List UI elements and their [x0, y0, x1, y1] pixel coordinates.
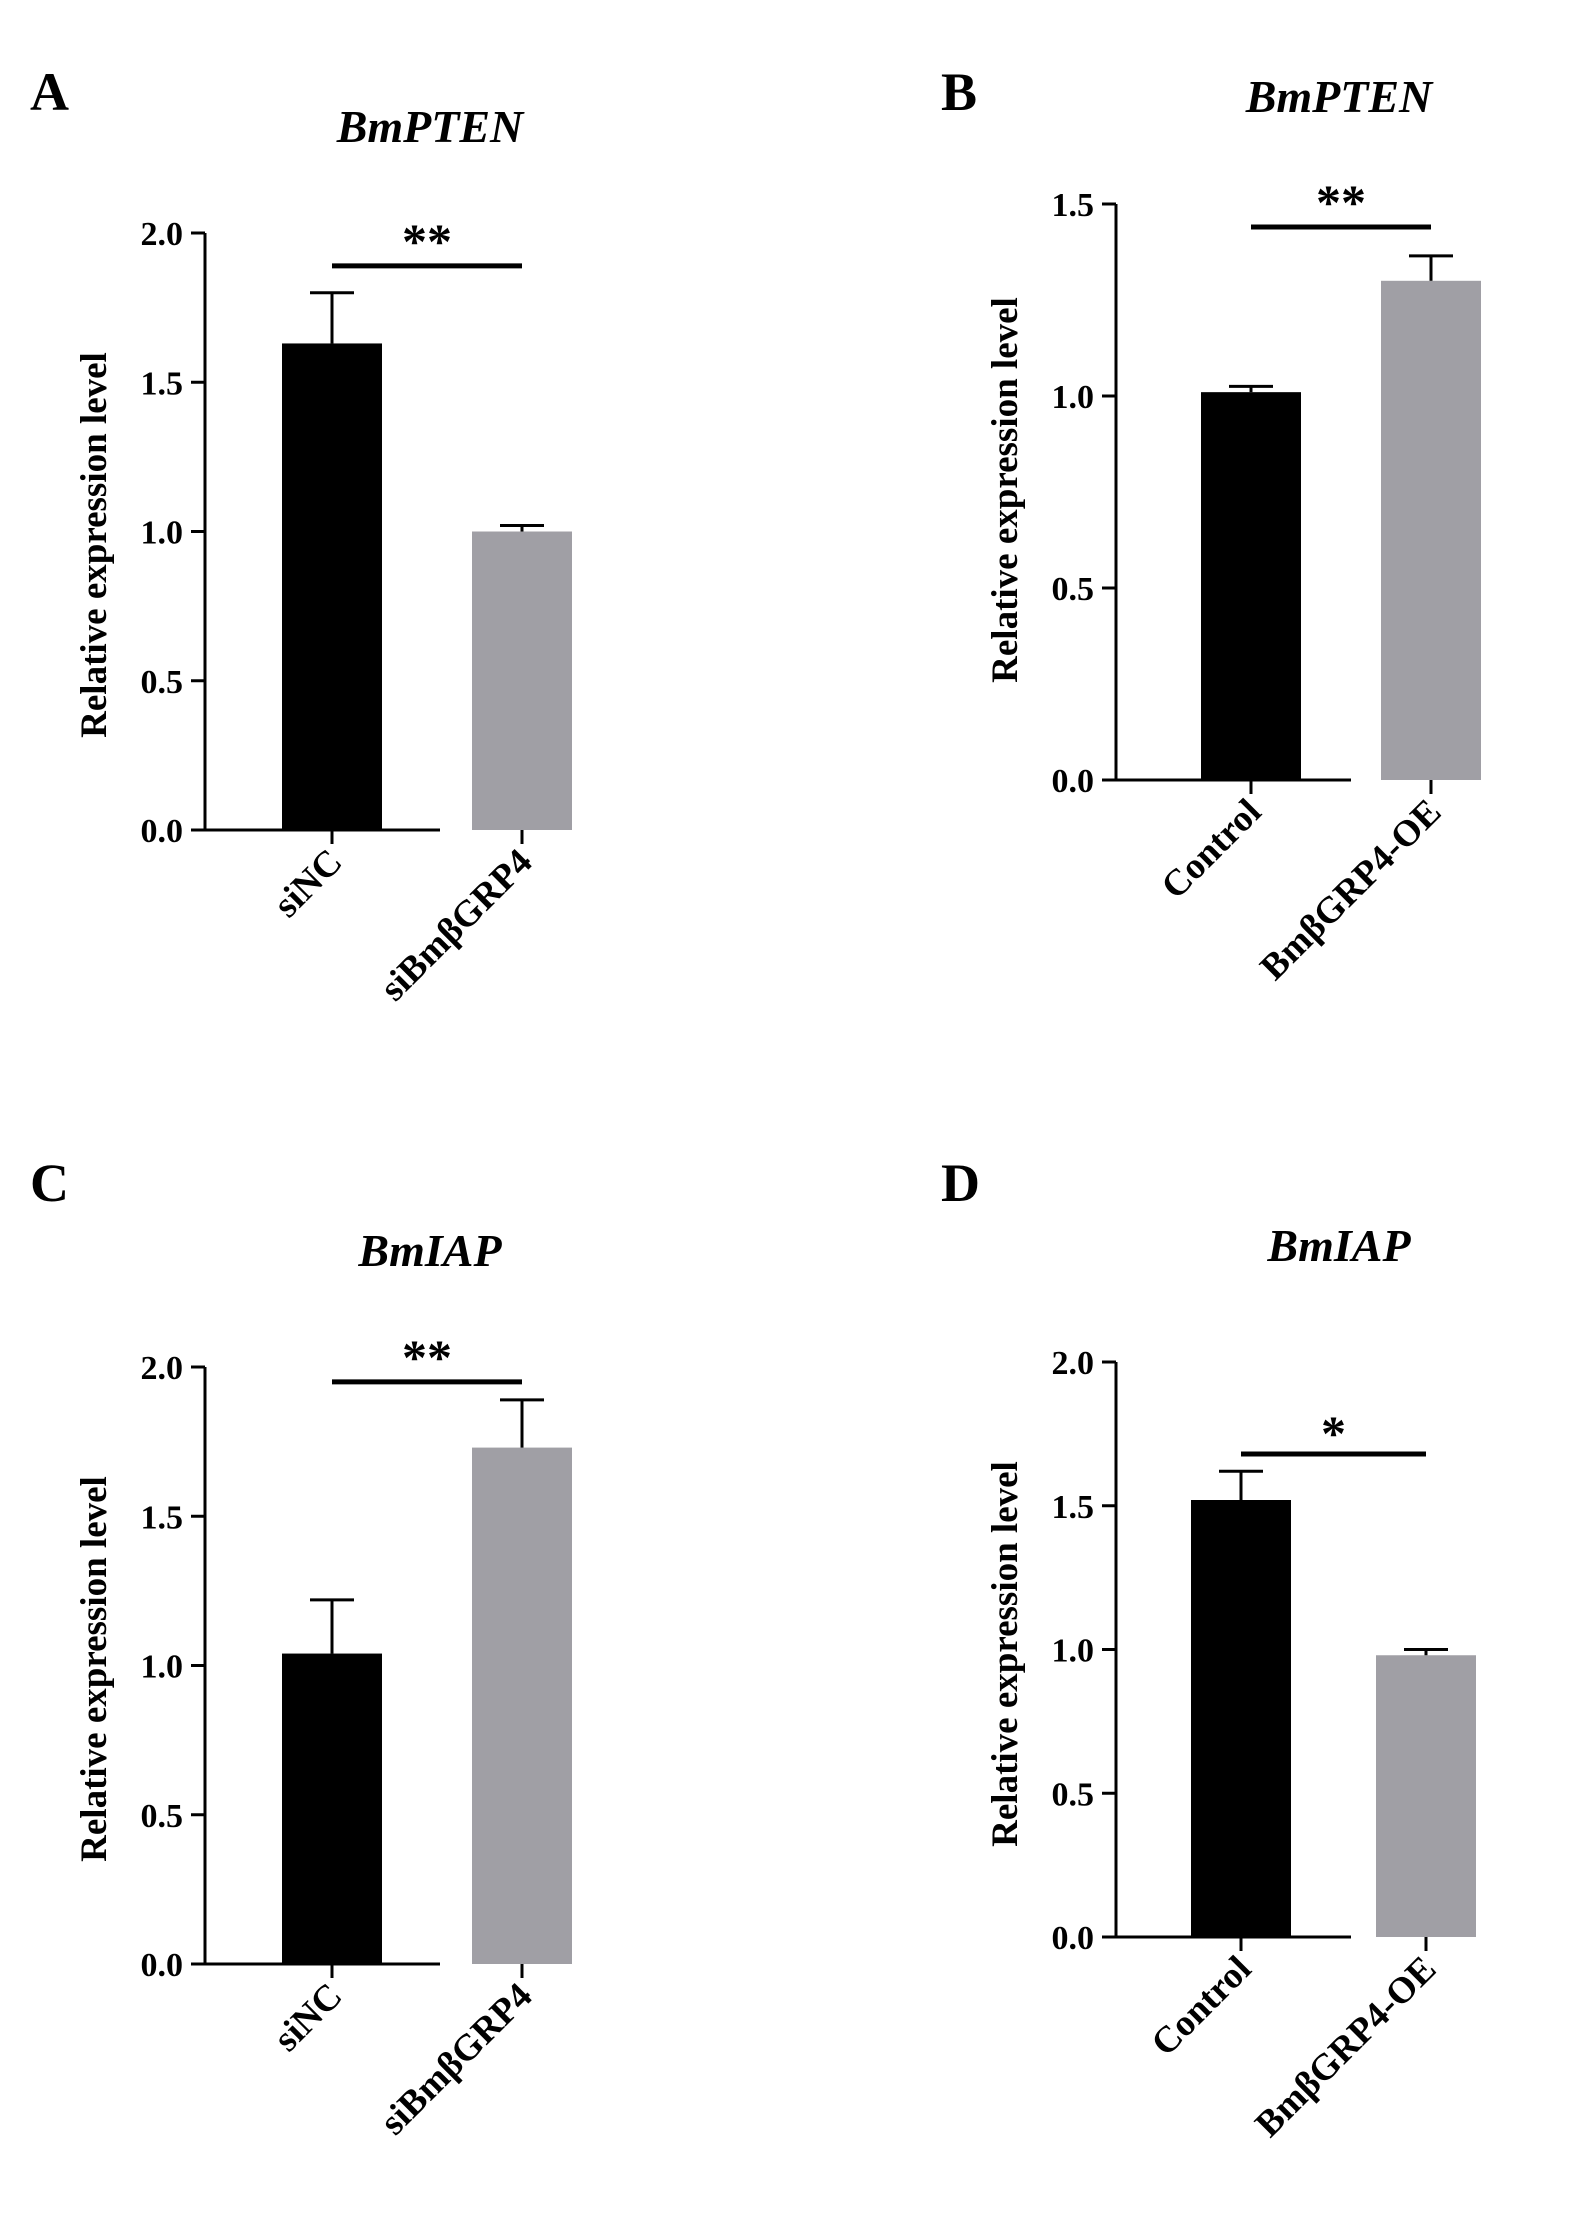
y-tick-label: 1.0 [141, 1649, 184, 1686]
y-tick-label: 1.0 [1052, 379, 1095, 416]
chart-title: BmPTEN [1245, 71, 1434, 122]
y-axis-label: Relative expression level [74, 352, 115, 738]
x-tick-label: Control [1154, 791, 1270, 907]
y-axis-label: Relative expression level [985, 1461, 1026, 1847]
bar-1 [282, 343, 382, 830]
bar-1 [282, 1653, 382, 1964]
panel-label: C [30, 1153, 69, 1213]
panel-label: D [941, 1153, 980, 1213]
panel-label: B [941, 62, 977, 122]
y-tick-label: 0.0 [141, 813, 184, 850]
significance-label: ** [1316, 174, 1366, 230]
y-axis-label: Relative expression level [74, 1476, 115, 1862]
y-tick-label: 1.5 [141, 1499, 184, 1536]
y-tick-label: 0.5 [1052, 571, 1095, 608]
panel-c-chart: C BmIAP Relative expression level 0.0 0.5… [30, 1153, 572, 2143]
x-tick-label: Control [1144, 1948, 1260, 2064]
panel-a-chart: A BmPTEN Relative expression level 0.00.… [30, 62, 572, 1009]
y-tick-label: 0.5 [141, 1798, 184, 1835]
panel-label: A [30, 62, 69, 122]
plot-area: 0.0 0.5 1.0 1.5 2.0 siNC siBmβGRP4 ** [141, 1329, 572, 2143]
bar-2 [472, 531, 572, 830]
significance-label: ** [402, 213, 452, 269]
significance-label: * [1321, 1405, 1346, 1461]
x-tick-label: siBmβGRP4 [373, 841, 541, 1009]
panel-a: A BmPTEN Relative expression level 0.0 0.… [0, 0, 791, 1109]
bar-2 [1381, 280, 1481, 780]
panel-d-chart: D BmIAP Relative expression level 0.0 0.5… [941, 1153, 1476, 2145]
y-tick-label: 2.0 [141, 216, 184, 253]
y-tick-label: 2.0 [1052, 1345, 1095, 1382]
plot-area: 0.0 0.5 1.0 1.5 2.0 siNC siBmβGRP4 ** [141, 213, 572, 1009]
y-tick-label: 1.5 [1052, 1489, 1095, 1526]
bar-2 [1376, 1655, 1476, 1937]
chart-title: BmPTEN [336, 101, 525, 152]
y-tick-label: 2.0 [141, 1350, 184, 1387]
bar-1 [1201, 392, 1301, 780]
bar-2 [472, 1447, 572, 1964]
panel-b-chart: B BmPTEN Relative expression level 0.00.… [941, 62, 1481, 988]
chart-title: BmIAP [1266, 1220, 1411, 1271]
x-tick-label: siNC [266, 841, 350, 925]
x-tick-label: siBmβGRP4 [373, 1975, 541, 2143]
y-tick-label: 0.5 [1052, 1776, 1095, 1813]
y-tick-label: 1.5 [1052, 187, 1095, 224]
y-tick-label: 1.0 [1052, 1633, 1095, 1670]
x-tick-label: siNC [266, 1975, 350, 2059]
significance-label: ** [402, 1329, 452, 1385]
chart-title: BmIAP [357, 1225, 502, 1276]
y-tick-label: 0.5 [141, 664, 184, 701]
x-tick-label: BmβGRP4-OE [1248, 1948, 1445, 2145]
panel-c: C BmIAP Relative expression level 0.0 0.5… [0, 1109, 791, 2218]
y-tick-label: 1.0 [141, 515, 184, 552]
y-tick-label: 0.0 [1052, 763, 1095, 800]
bar-1 [1191, 1500, 1291, 1937]
panel-d: D BmIAP Relative expression level 0.0 0.5… [791, 1109, 1582, 2218]
panel-b: B BmPTEN Relative expression level 0.0 0.… [791, 0, 1582, 1109]
y-axis-label: Relative expression level [985, 297, 1026, 683]
y-tick-label: 0.0 [1052, 1920, 1095, 1957]
y-tick-label: 0.0 [141, 1947, 184, 1984]
y-tick-label: 1.5 [141, 365, 184, 402]
x-tick-label: BmβGRP4-OE [1253, 791, 1450, 988]
